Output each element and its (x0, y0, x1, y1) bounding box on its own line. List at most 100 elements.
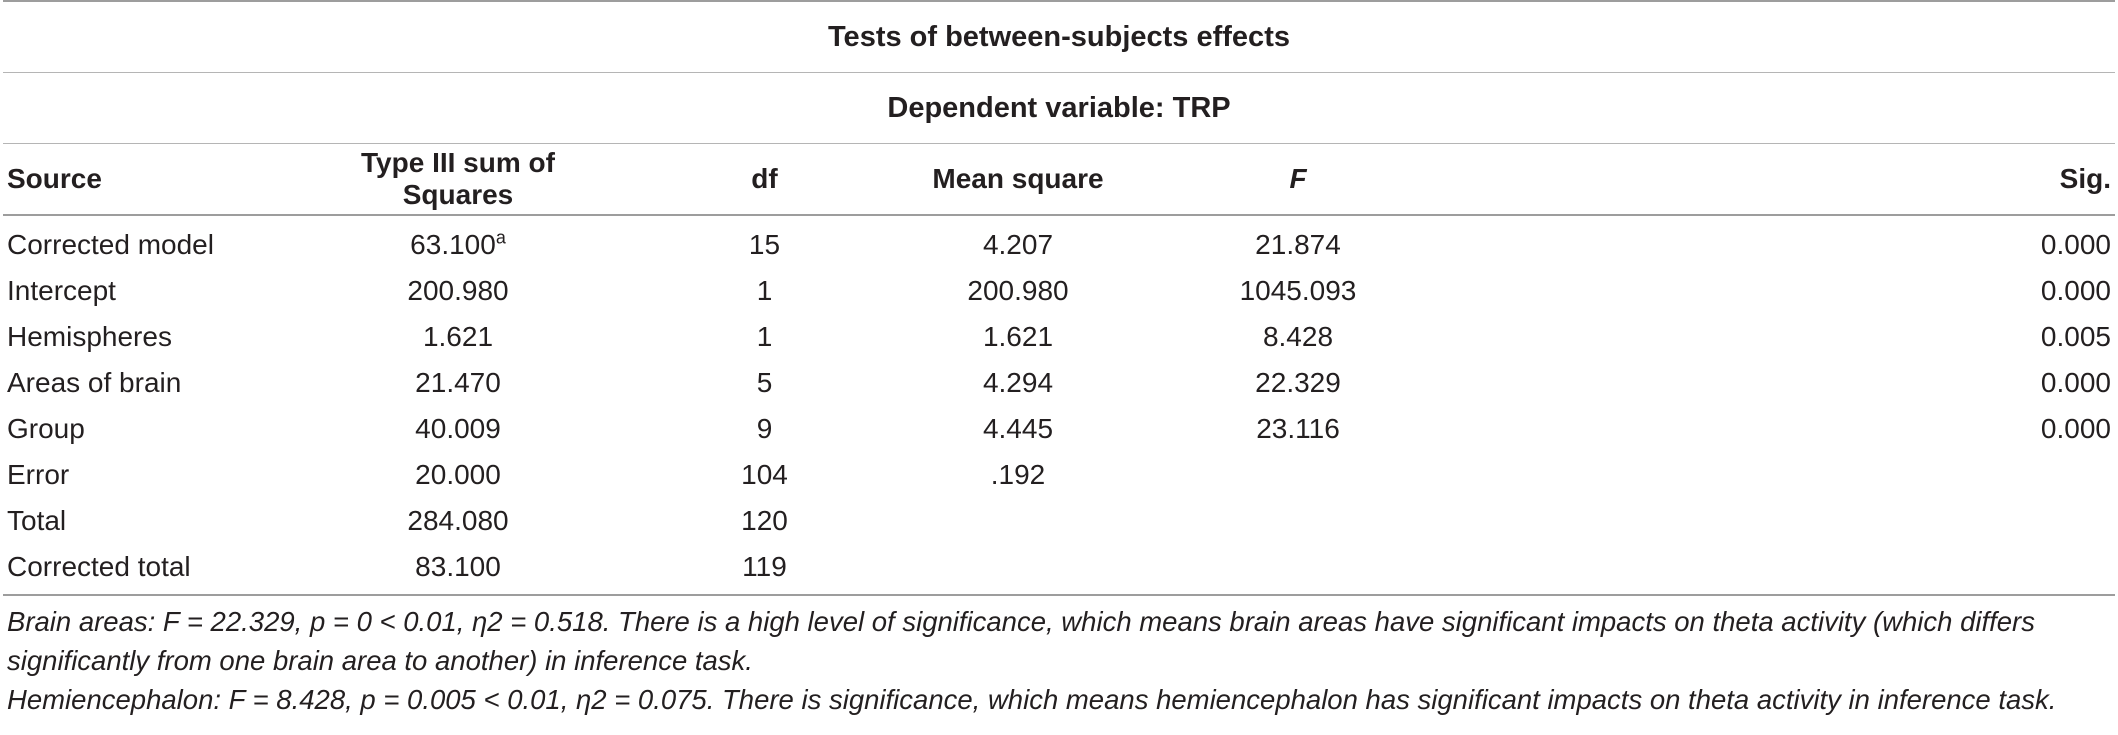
cell-sig: 0.000 (1486, 268, 2115, 314)
cell-df-value: 119 (742, 551, 787, 582)
cell-f: 23.116 (1110, 406, 1486, 452)
cell-source-value: Error (7, 459, 70, 490)
cell-sum-of-squares-value: 200.980 (407, 275, 509, 306)
cell-sig-value: 0.005 (2040, 321, 2111, 352)
table-row: Intercept 200.980 1 200.980 1045.093 0.000 (3, 268, 2115, 314)
cell-sig-value: 0.000 (2040, 275, 2111, 306)
cell-df: 119 (603, 544, 926, 594)
cell-sig (1486, 544, 2115, 594)
cell-f-value: 22.329 (1255, 367, 1341, 398)
cell-f: 21.874 (1110, 215, 1486, 268)
note-brain-areas: Brain areas: F = 22.329, p = 0 < 0.01, η… (7, 606, 2035, 676)
header-sig: Sig. (1486, 144, 2115, 216)
cell-sum-of-squares-value: 40.009 (415, 413, 501, 444)
cell-f-value: 21.874 (1255, 229, 1341, 260)
cell-sum-of-squares-value: 83.100 (415, 551, 501, 582)
cell-f (1110, 452, 1486, 498)
cell-sum-of-squares: 21.470 (313, 360, 603, 406)
table-title: Tests of between-subjects effects (828, 20, 1290, 53)
cell-sum-of-squares: 40.009 (313, 406, 603, 452)
cell-sum-of-squares: 63.100a (313, 215, 603, 268)
cell-source-value: Corrected total (7, 551, 191, 582)
cell-sum-of-squares: 284.080 (313, 498, 603, 544)
cell-mean-square (926, 498, 1110, 544)
cell-sig: 0.000 (1486, 360, 2115, 406)
cell-mean-square: 4.294 (926, 360, 1110, 406)
cell-source: Total (3, 498, 313, 544)
table-row: Areas of brain 21.470 5 4.294 22.329 0.000 (3, 360, 2115, 406)
dependent-variable-label: Dependent variable: TRP (887, 91, 1231, 124)
cell-mean-square-value: 200.980 (967, 275, 1069, 306)
title-divider (3, 72, 2115, 73)
cell-source-value: Corrected model (7, 229, 214, 260)
cell-sum-of-squares: 20.000 (313, 452, 603, 498)
cell-df: 1 (603, 314, 926, 360)
cell-mean-square-value: .192 (990, 459, 1046, 490)
cell-mean-square-value: 4.207 (982, 229, 1054, 260)
cell-source: Hemispheres (3, 314, 313, 360)
cell-f-value: 23.116 (1256, 413, 1340, 444)
cell-mean-square: 200.980 (926, 268, 1110, 314)
cell-sum-of-squares-value: 21.470 (415, 367, 501, 398)
table-row: Hemispheres 1.621 1 1.621 8.428 0.005 (3, 314, 2115, 360)
note-hemiencephalon: Hemiencephalon: F = 8.428, p = 0.005 < 0… (7, 684, 2057, 715)
header-row: Source Type III sum of Squares df Mean s… (3, 144, 2115, 216)
subtitle-divider (3, 143, 2115, 144)
cell-mean-square-value: 4.294 (982, 367, 1054, 398)
header-f: F (1110, 144, 1486, 216)
table-row: Group 40.009 9 4.445 23.116 0.000 (3, 406, 2115, 452)
anova-table-container: Tests of between-subjects effects Depend… (3, 0, 2115, 719)
cell-sum-of-squares-value: 284.080 (407, 505, 509, 536)
cell-source: Corrected model (3, 215, 313, 268)
cell-sig-value: 0.000 (2040, 229, 2111, 260)
cell-mean-square: .192 (926, 452, 1110, 498)
cell-source-value: Total (7, 505, 67, 536)
cell-f (1110, 544, 1486, 594)
cell-df-value: 9 (756, 413, 773, 444)
footnote-marker: a (495, 227, 506, 248)
header-sum-of-squares: Type III sum of Squares (313, 144, 603, 216)
cell-df-value: 104 (741, 459, 788, 490)
cell-sig: 0.005 (1486, 314, 2115, 360)
cell-source: Areas of brain (3, 360, 313, 406)
cell-source-value: Intercept (7, 275, 116, 306)
cell-df: 120 (603, 498, 926, 544)
table-notes: Brain areas: F = 22.329, p = 0 < 0.01, η… (3, 594, 2115, 719)
cell-mean-square-value: 4.445 (982, 413, 1054, 444)
table-row: Corrected total 83.100 119 (3, 544, 2115, 594)
cell-df-value: 15 (748, 229, 781, 260)
cell-sum-of-squares-value: 1.621 (422, 321, 494, 352)
cell-source-value: Group (7, 413, 85, 444)
table-row: Total 284.080 120 (3, 498, 2115, 544)
cell-df-value: 120 (741, 505, 788, 536)
header-mean-square: Mean square (926, 144, 1110, 216)
cell-df: 9 (603, 406, 926, 452)
cell-df: 15 (603, 215, 926, 268)
table-body: Corrected model 63.100a 15 4.207 21.874 0.000… (3, 215, 2115, 594)
cell-df-value: 5 (756, 367, 773, 398)
cell-sig: 0.000 (1486, 215, 2115, 268)
header-df: df (603, 144, 926, 216)
cell-f-value: 1045.093 (1239, 275, 1357, 306)
cell-df-value: 1 (756, 275, 773, 306)
header-source: Source (3, 144, 313, 216)
cell-sum-of-squares: 200.980 (313, 268, 603, 314)
cell-sig-value: 0.000 (2040, 367, 2111, 398)
cell-df: 1 (603, 268, 926, 314)
cell-source: Intercept (3, 268, 313, 314)
cell-mean-square (926, 544, 1110, 594)
cell-source-value: Hemispheres (7, 321, 172, 352)
cell-sum-of-squares-value: 63.100 (410, 229, 496, 260)
cell-source: Group (3, 406, 313, 452)
table-row: Corrected model 63.100a 15 4.207 21.874 0.000 (3, 215, 2115, 268)
cell-f: 22.329 (1110, 360, 1486, 406)
cell-mean-square: 4.445 (926, 406, 1110, 452)
cell-mean-square: 4.207 (926, 215, 1110, 268)
cell-df-value: 1 (756, 321, 773, 352)
cell-source-value: Areas of brain (7, 367, 182, 398)
anova-table: Source Type III sum of Squares df Mean s… (3, 144, 2115, 594)
cell-sig (1486, 452, 2115, 498)
cell-source: Error (3, 452, 313, 498)
cell-sum-of-squares-value: 20.000 (415, 459, 501, 490)
cell-sig-value: 0.000 (2040, 413, 2111, 444)
